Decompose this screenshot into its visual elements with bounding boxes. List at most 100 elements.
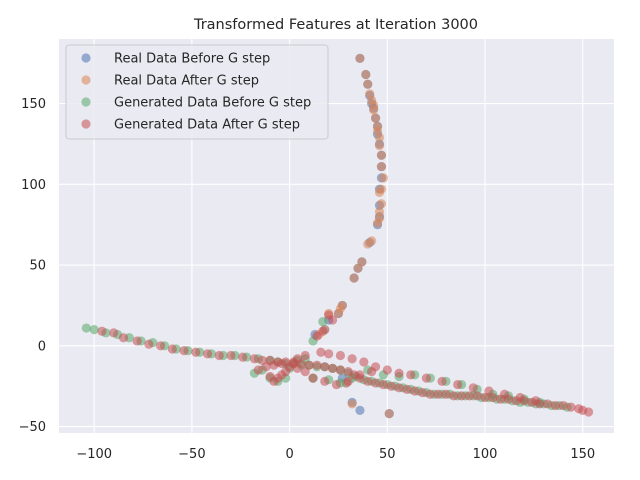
- data-point: [453, 379, 463, 390]
- data-point: [558, 400, 568, 411]
- data-point: [437, 376, 447, 386]
- data-point: [363, 239, 373, 249]
- legend-marker: [81, 53, 91, 63]
- data-point: [202, 349, 213, 359]
- data-point: [81, 323, 91, 333]
- data-point: [386, 381, 396, 391]
- y-tick-label: 0: [38, 339, 46, 354]
- data-point: [261, 362, 271, 372]
- data-point: [394, 383, 404, 393]
- data-point: [394, 368, 404, 378]
- data-point: [376, 150, 387, 160]
- data-point: [191, 347, 201, 357]
- data-point: [300, 367, 310, 377]
- data-point: [292, 363, 303, 374]
- y-tick-label: 100: [21, 178, 46, 193]
- data-point: [367, 367, 377, 377]
- data-point: [318, 326, 328, 336]
- legend-label: Real Data Before G step: [114, 52, 270, 67]
- data-point: [468, 383, 478, 393]
- data-point: [318, 316, 328, 327]
- data-point: [238, 352, 248, 362]
- data-point: [292, 354, 303, 364]
- data-point: [472, 391, 482, 401]
- data-point: [144, 339, 154, 349]
- data-point: [167, 344, 177, 354]
- legend-label: Real Data After G step: [114, 74, 259, 89]
- series-4: [97, 310, 594, 417]
- data-point: [484, 386, 494, 396]
- x-tick-label: 150: [570, 447, 595, 462]
- data-point: [347, 354, 357, 364]
- legend: Real Data Before G step Real Data After G…: [65, 44, 329, 140]
- x-tick-label: 0: [285, 447, 293, 462]
- tick-labels: −100 −50 0 50 100 150 −50 0 50 100 150: [19, 97, 596, 462]
- legend-marker: [81, 119, 91, 129]
- data-point: [374, 207, 385, 217]
- data-point: [361, 69, 371, 80]
- data-point: [312, 360, 322, 370]
- legend-marker: [81, 97, 91, 107]
- data-point: [253, 365, 263, 375]
- data-point: [402, 384, 412, 394]
- data-point: [320, 376, 330, 386]
- data-point: [355, 405, 365, 415]
- data-point: [363, 79, 373, 89]
- data-point: [584, 407, 594, 417]
- data-point: [410, 386, 420, 396]
- legend-label: Generated Data After G step: [114, 118, 300, 133]
- data-point: [376, 161, 387, 172]
- data-point: [382, 365, 392, 375]
- data-point: [109, 328, 119, 338]
- data-point: [384, 409, 394, 419]
- data-point: [214, 350, 224, 361]
- data-point: [515, 392, 525, 403]
- data-point: [406, 370, 416, 380]
- data-point: [118, 333, 129, 343]
- y-tick-label: −50: [19, 420, 46, 435]
- y-tick-label: 150: [21, 97, 46, 112]
- data-point: [226, 350, 236, 361]
- x-tick-label: 100: [473, 447, 498, 462]
- data-point: [433, 389, 443, 399]
- data-point: [347, 399, 357, 409]
- data-point: [417, 388, 428, 398]
- y-tick-label: 50: [29, 259, 46, 274]
- data-point: [335, 365, 346, 375]
- data-point: [156, 341, 166, 351]
- data-point: [566, 402, 576, 412]
- data-point: [349, 273, 359, 283]
- data-point: [425, 389, 435, 399]
- data-point: [320, 362, 330, 372]
- data-point: [449, 391, 459, 401]
- data-point: [376, 199, 387, 209]
- data-point: [331, 379, 342, 390]
- data-point: [324, 349, 334, 359]
- data-point: [421, 373, 431, 383]
- data-point: [333, 308, 344, 319]
- data-point: [542, 399, 553, 409]
- data-point: [363, 376, 373, 386]
- data-point: [355, 53, 365, 63]
- data-point: [359, 357, 369, 367]
- data-point: [327, 315, 338, 325]
- data-point: [464, 391, 474, 401]
- data-point: [327, 363, 338, 374]
- data-point: [89, 325, 99, 335]
- data-point: [441, 389, 451, 399]
- data-point: [343, 376, 353, 386]
- data-point: [378, 173, 388, 183]
- data-point: [550, 400, 560, 411]
- data-point: [369, 105, 379, 115]
- data-point: [316, 347, 326, 357]
- data-point: [353, 263, 363, 273]
- data-point: [179, 346, 189, 356]
- x-tick-label: −50: [178, 447, 205, 462]
- data-point: [132, 336, 142, 346]
- data-point: [378, 379, 388, 390]
- data-point: [370, 378, 381, 388]
- data-point: [355, 370, 365, 380]
- data-point: [456, 391, 467, 401]
- data-point: [269, 360, 279, 370]
